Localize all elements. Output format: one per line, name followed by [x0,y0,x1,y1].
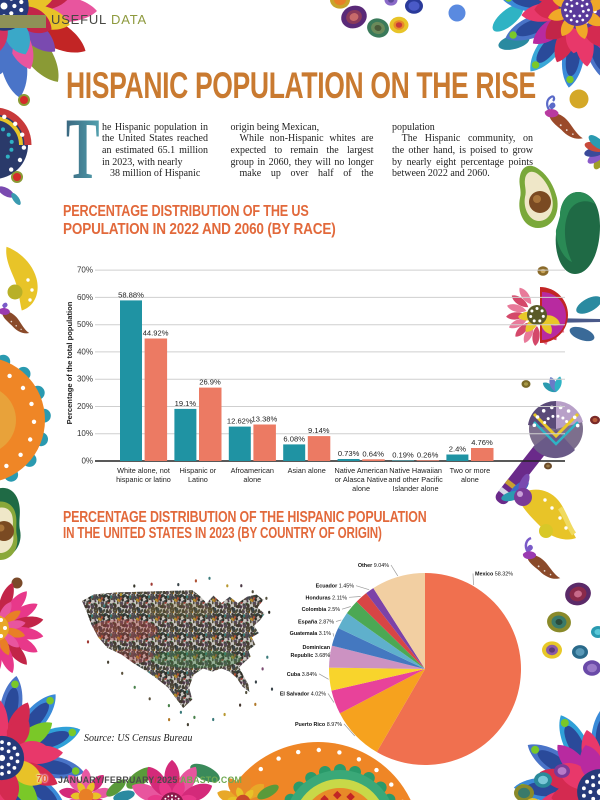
svg-text:or Alasca Native: or Alasca Native [335,475,388,484]
svg-text:Guatemala 3.1%: Guatemala 3.1% [290,631,332,637]
svg-text:60%: 60% [77,293,93,302]
svg-text:Percentage of the total popula: Percentage of the total population [65,301,74,424]
svg-text:España 2.87%: España 2.87% [298,620,334,626]
svg-text:0.73%: 0.73% [338,449,360,458]
svg-text:26.9%: 26.9% [199,378,221,387]
svg-text:alone: alone [352,484,370,492]
svg-text:Two or more: Two or more [450,466,491,475]
svg-text:T: T [66,112,100,188]
svg-text:Puerto Rico 8.97%: Puerto Rico 8.97% [295,722,342,728]
svg-text:4.76%: 4.76% [471,438,493,447]
svg-text:Ecuador 1.45%: Ecuador 1.45% [316,584,355,590]
svg-text:30%: 30% [77,375,93,384]
svg-text:Hispanic or: Hispanic or [180,466,217,475]
svg-text:0.64%: 0.64% [362,449,384,458]
svg-text:Afroamerican: Afroamerican [231,466,274,475]
svg-text:6.08%: 6.08% [283,434,305,443]
svg-text:and other Pacific: and other Pacific [388,475,443,484]
svg-text:10%: 10% [77,429,93,438]
svg-text:alone: alone [243,475,261,484]
svg-text:Native Hawaiian: Native Hawaiian [389,466,442,475]
svg-text:White alone, not: White alone, not [117,466,170,475]
svg-text:0.19%: 0.19% [392,451,414,460]
svg-text:Native American: Native American [335,466,388,475]
svg-text:Honduras 2.11%: Honduras 2.11% [305,595,347,601]
svg-text:Republic 3.68%: Republic 3.68% [290,653,330,659]
svg-text:0.26%: 0.26% [417,450,439,459]
svg-text:44.92%: 44.92% [143,329,169,338]
svg-text:58.88%: 58.88% [118,290,144,299]
svg-text:Latino: Latino [188,475,208,484]
svg-text:Mexico 58.32%: Mexico 58.32% [475,572,513,578]
svg-text:40%: 40% [77,347,93,356]
svg-text:13.38%: 13.38% [252,415,278,424]
svg-text:Cuba 3.84%: Cuba 3.84% [287,672,317,678]
svg-text:20%: 20% [77,402,93,411]
svg-text:El Salvador 4.02%: El Salvador 4.02% [280,692,326,698]
svg-text:2.4%: 2.4% [449,445,467,454]
svg-text:0%: 0% [81,457,93,466]
svg-text:19.1%: 19.1% [175,399,197,408]
svg-text:Islander alone: Islander alone [393,484,439,492]
svg-text:Other 9.04%: Other 9.04% [358,563,389,569]
svg-text:Colombia 2.5%: Colombia 2.5% [302,607,341,613]
svg-text:50%: 50% [77,320,93,329]
svg-text:70%: 70% [77,266,93,275]
svg-text:12.62%: 12.62% [227,417,253,426]
svg-text:Asian alone: Asian alone [288,466,326,475]
svg-text:hispanic or latino: hispanic or latino [116,475,171,484]
svg-text:9.14%: 9.14% [308,426,330,435]
svg-text:Dominican: Dominican [302,645,330,651]
svg-text:alone: alone [461,475,479,484]
